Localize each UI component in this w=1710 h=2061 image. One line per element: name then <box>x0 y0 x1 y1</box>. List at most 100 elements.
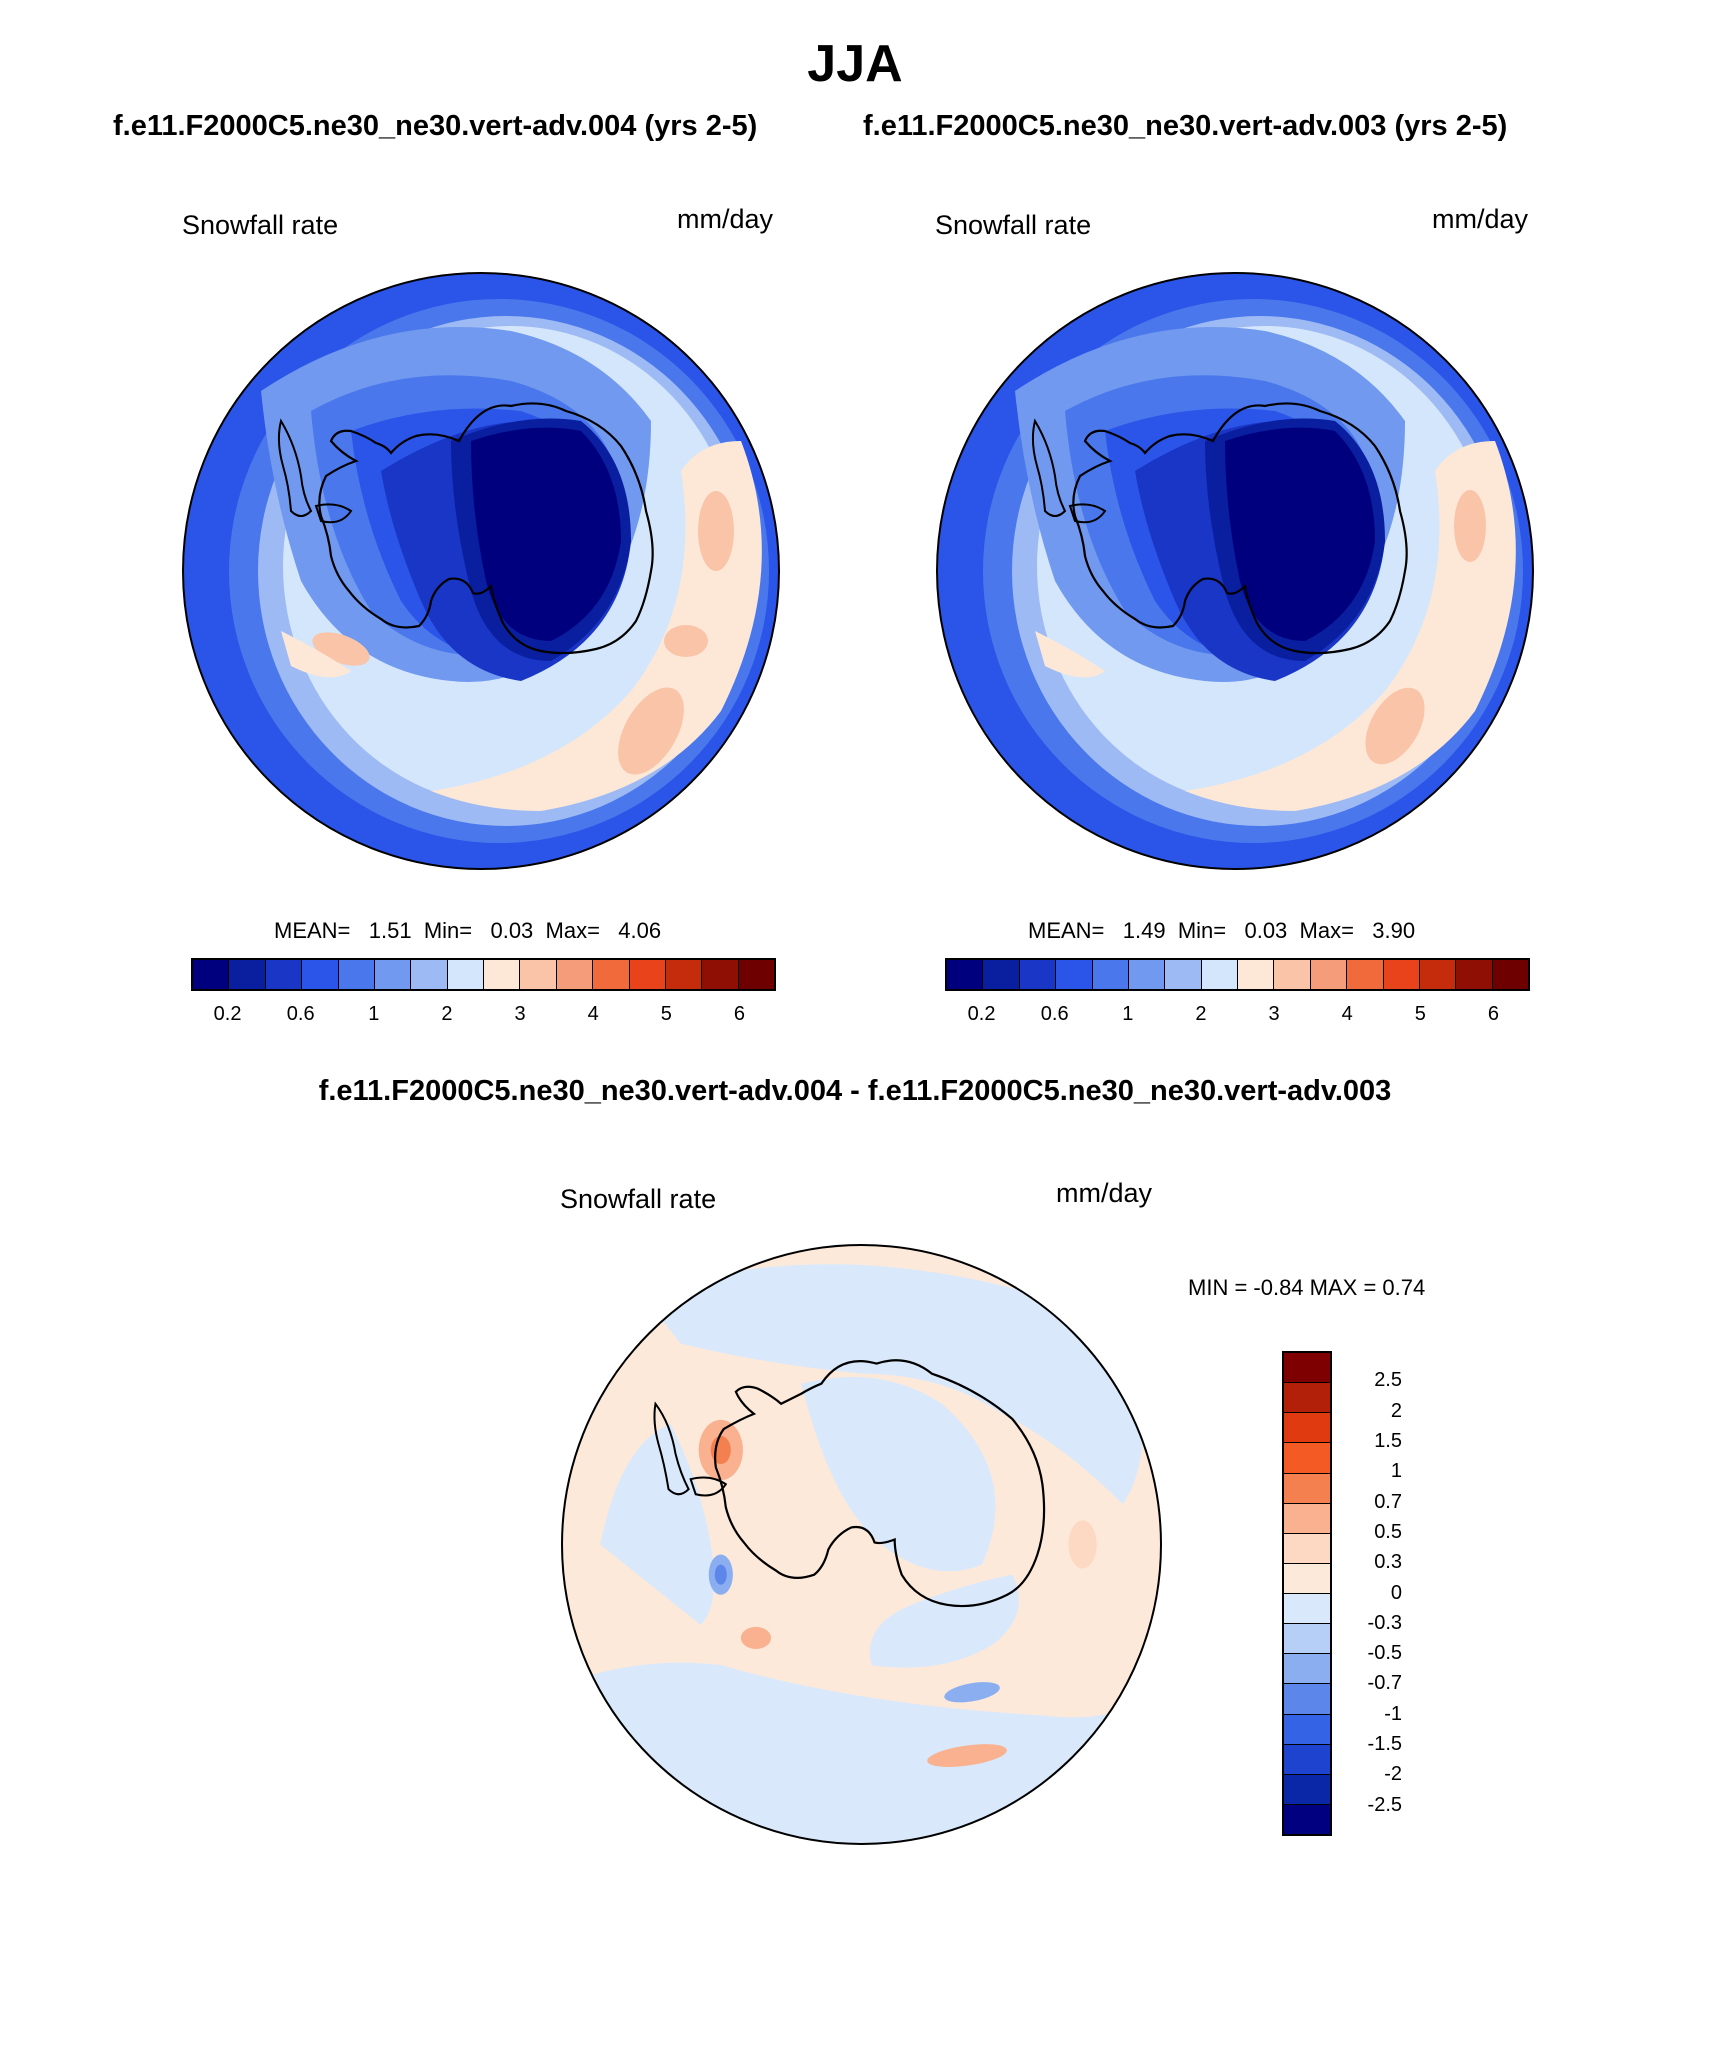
left-min-value: 0.03 <box>490 918 534 943</box>
colorbar-swatch <box>484 960 521 989</box>
left-polar-map <box>182 272 780 870</box>
difference-polar-map <box>561 1244 1162 1845</box>
colorbar-tick-label: 1 <box>368 1003 380 1025</box>
colorbar-tick-label: 3 <box>1268 1003 1280 1025</box>
colorbar-swatch <box>593 960 630 989</box>
colorbar-tick-label: 5 <box>660 1003 672 1025</box>
ice-shelf <box>314 503 353 524</box>
colorbar-swatch <box>1238 960 1275 989</box>
colorbar-swatch <box>1128 960 1166 989</box>
colorbar-swatch <box>1284 1624 1330 1655</box>
map-outline <box>182 272 780 870</box>
left-min-label: Min= <box>423 918 473 943</box>
left-mean-value: 1.51 <box>368 918 412 943</box>
colorbar-tick-label: 1 <box>1390 1460 1402 1483</box>
colorbar-swatch <box>1284 1654 1330 1685</box>
right-colorbar-ticks: 0.2 0.6 1 2 3 4 5 6 <box>945 1003 1530 1029</box>
right-mean-value: 1.49 <box>1122 918 1166 943</box>
left-max-label: Max= <box>545 918 600 943</box>
colorbar-swatch <box>1456 960 1493 989</box>
colorbar-tick-label: -0.5 <box>1367 1642 1402 1665</box>
colorbar-swatch <box>1019 960 1057 989</box>
colorbar-tick-label: 1 <box>1122 1003 1134 1025</box>
colorbar-swatch <box>1056 960 1093 989</box>
colorbar-swatch <box>229 960 266 989</box>
antarctic-coastline <box>318 402 654 655</box>
left-stats: MEAN= 1.51 Min= 0.03 Max= 4.06 <box>274 918 661 944</box>
colorbar-tick-label: 0.3 <box>1374 1551 1402 1574</box>
colorbar-tick-label: 2 <box>1195 1003 1207 1025</box>
colorbar-swatch <box>1347 960 1384 989</box>
colorbar-swatch <box>1492 960 1528 989</box>
difference-colorbar-ticks: 2.5 2 1.5 1 0.7 0.5 0.3 0 -0.3 -0.5 -0.7 -1 -1.5 -2 -2… <box>1342 1351 1442 1836</box>
colorbar-tick-label: 3 <box>514 1003 526 1025</box>
colorbar-tick-label: 2.5 <box>1374 1369 1402 1392</box>
colorbar-swatch <box>1284 1563 1330 1594</box>
colorbar-swatch <box>1310 960 1348 989</box>
right-mean-label: MEAN= <box>1028 918 1105 943</box>
colorbar-swatch <box>665 960 703 989</box>
right-min-value: 0.03 <box>1244 918 1288 943</box>
colorbar-swatch <box>629 960 666 989</box>
colorbar-swatch <box>983 960 1020 989</box>
colorbar-swatch <box>1284 1353 1330 1384</box>
right-units-label: mm/day <box>1432 204 1529 234</box>
right-stats: MEAN= 1.49 Min= 0.03 Max= 3.90 <box>1028 918 1415 944</box>
colorbar-tick-label: 5 <box>1414 1003 1426 1025</box>
colorbar-tick-label: 0.7 <box>1374 1490 1402 1513</box>
difference-title: f.e11.F2000C5.ne30_ne30.vert-adv.004 - f… <box>318 1075 1392 1107</box>
colorbar-swatch <box>1284 1594 1330 1625</box>
colorbar-tick-label: 0.6 <box>286 1003 315 1025</box>
colorbar-tick-label: 6 <box>733 1003 745 1025</box>
colorbar-swatch <box>1284 1684 1330 1715</box>
colorbar-swatch <box>1284 1744 1330 1775</box>
colorbar-tick-label: -1 <box>1384 1702 1402 1725</box>
diff-variable-label: Snowfall rate <box>560 1184 717 1214</box>
colorbar-swatch <box>1284 1473 1330 1504</box>
right-min-label: Min= <box>1177 918 1227 943</box>
colorbar-tick-label: 2 <box>441 1003 453 1025</box>
colorbar-swatch <box>1284 1804 1330 1834</box>
colorbar-swatch <box>520 960 557 989</box>
colorbar-tick-label: -2.5 <box>1367 1793 1402 1816</box>
map-band-core <box>471 427 621 641</box>
right-case-title: f.e11.F2000C5.ne30_ne30.vert-adv.003 (yr… <box>863 110 1508 142</box>
colorbar-swatch <box>1284 1533 1330 1564</box>
colorbar-swatch <box>374 960 412 989</box>
colorbar-swatch <box>1383 960 1420 989</box>
colorbar-tick-label: 0.2 <box>213 1003 242 1025</box>
colorbar-swatch <box>411 960 448 989</box>
right-max-value: 3.90 <box>1372 918 1416 943</box>
right-colorbar <box>945 958 1530 991</box>
colorbar-swatch <box>1284 1413 1330 1444</box>
colorbar-swatch <box>302 960 339 989</box>
colorbar-tick-label: 1.5 <box>1374 1429 1402 1452</box>
colorbar-swatch <box>702 960 739 989</box>
diff-units-label: mm/day <box>1056 1178 1153 1208</box>
colorbar-swatch <box>338 960 375 989</box>
colorbar-tick-label: 6 <box>1487 1003 1499 1025</box>
colorbar-tick-label: -0.7 <box>1367 1672 1402 1695</box>
left-case-title: f.e11.F2000C5.ne30_ne30.vert-adv.004 (yr… <box>113 110 758 142</box>
left-colorbar-ticks: 0.2 0.6 1 2 3 4 5 6 <box>191 1003 776 1029</box>
colorbar-tick-label: 4 <box>1341 1003 1353 1025</box>
colorbar-tick-label: -1.5 <box>1367 1733 1402 1756</box>
colorbar-tick-label: 0.6 <box>1040 1003 1069 1025</box>
difference-colorbar <box>1282 1351 1332 1836</box>
colorbar-swatch <box>193 960 230 989</box>
left-mean-label: MEAN= <box>274 918 351 943</box>
colorbar-swatch <box>738 960 774 989</box>
colorbar-tick-label: 0.2 <box>967 1003 996 1025</box>
colorbar-swatch <box>1284 1714 1330 1745</box>
left-units-label: mm/day <box>677 204 774 234</box>
colorbar-tick-label: 2 <box>1390 1399 1402 1422</box>
colorbar-swatch <box>1419 960 1457 989</box>
colorbar-swatch <box>947 960 984 989</box>
colorbar-swatch <box>1201 960 1238 989</box>
colorbar-swatch <box>265 960 303 989</box>
colorbar-swatch <box>1092 960 1129 989</box>
colorbar-swatch <box>1274 960 1311 989</box>
colorbar-tick-label: 4 <box>587 1003 599 1025</box>
left-colorbar <box>191 958 776 991</box>
right-max-label: Max= <box>1299 918 1354 943</box>
